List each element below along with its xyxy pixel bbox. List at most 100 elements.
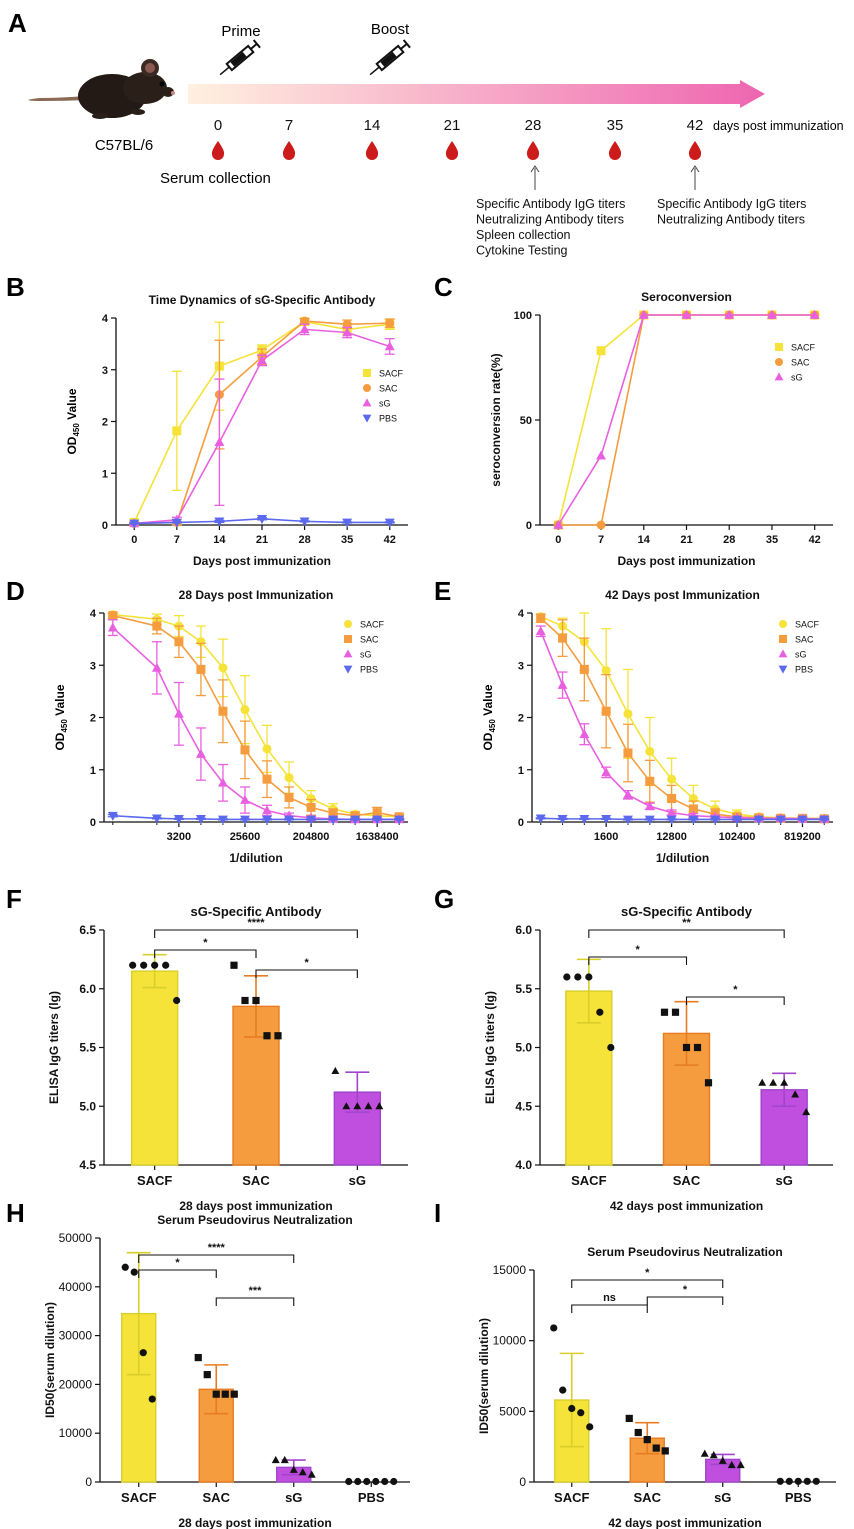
series-SAC — [535, 613, 830, 824]
data-point-SAC — [660, 1008, 669, 1016]
data-point-SACF — [585, 973, 593, 981]
panel-letter-c: C — [434, 272, 453, 302]
y-tick-label: 2 — [518, 713, 524, 725]
data-point-SACF — [623, 709, 633, 719]
day-label-7: 7 — [285, 117, 293, 134]
legend: SACF SAC sG — [774, 343, 816, 383]
x-tick-label: 204800 — [293, 831, 330, 843]
data-point-sG — [218, 777, 228, 787]
data-point-SACF — [568, 1404, 576, 1413]
x-tick-label: 819200 — [784, 831, 821, 843]
significance-bracket — [571, 1304, 648, 1313]
significance-bracket — [215, 1297, 295, 1306]
data-point-PBS — [363, 1477, 371, 1486]
significance-bracket — [154, 929, 358, 938]
x-tick-label-sG: sG — [349, 1173, 366, 1188]
data-point-PBS — [173, 815, 184, 825]
data-point-SAC — [623, 748, 633, 758]
day28-note-line: Cytokine Testing — [476, 244, 568, 258]
data-point-PBS — [218, 815, 228, 825]
data-point-PBS — [753, 815, 764, 825]
chart-title: sG-Specific Antibody — [191, 904, 323, 919]
data-point-PBS — [666, 815, 677, 825]
blood-drop-icon — [608, 141, 622, 160]
data-point-PBS — [354, 1477, 362, 1486]
data-point-sG — [299, 324, 310, 334]
blood-drop-icon — [211, 141, 225, 160]
x-tick-label: 28 — [298, 534, 310, 546]
series-PBS — [107, 811, 405, 825]
data-point-SAC — [221, 1390, 229, 1398]
data-point-sG — [271, 1455, 280, 1464]
boost-label: Boost — [371, 21, 410, 38]
y-tick-label: 1 — [102, 468, 108, 480]
data-point-SACF — [601, 665, 611, 675]
data-point-sG — [364, 1102, 373, 1110]
data-point-sG — [553, 519, 564, 529]
x-tick-label: 42 — [384, 534, 396, 546]
data-point-PBS — [803, 1477, 811, 1485]
y-tick-label: 100 — [514, 310, 532, 322]
data-point-PBS — [195, 815, 206, 825]
data-point-SACF — [121, 1263, 129, 1271]
y-tick-label: 50000 — [59, 1231, 93, 1245]
x-axis-title: 1/dilution — [229, 851, 282, 865]
x-tick-label: 35 — [766, 534, 778, 546]
data-point-sG — [579, 729, 590, 739]
data-point-sG — [767, 309, 777, 319]
series-PBS — [129, 514, 395, 529]
y-tick-label: 6.0 — [515, 923, 532, 937]
legend-label-sG: sG — [360, 650, 372, 660]
y-tick-label: 5.0 — [79, 1099, 96, 1113]
mouse-illustration — [28, 59, 175, 119]
significance-label: * — [645, 1267, 650, 1279]
data-point-SAC — [671, 1008, 680, 1016]
data-point-PBS — [151, 814, 162, 824]
blood-drop-icon — [365, 141, 379, 160]
data-point-SACF — [596, 1008, 604, 1016]
data-point-SAC — [634, 1428, 642, 1437]
x-tick-label-SACF: SACF — [554, 1490, 589, 1505]
y-axis-title: ELISA IgG titers (lg) — [483, 991, 497, 1104]
y-axis-title: OD450 Value — [481, 684, 497, 750]
day42-note-line: Neutralizing Antibody titers — [657, 213, 805, 227]
x-tick-label: 0 — [555, 534, 561, 546]
legend-marker-sG — [778, 649, 788, 658]
significance-bracket — [646, 1296, 724, 1305]
series-sG — [129, 323, 395, 528]
day28-note-line: Specific Antibody IgG titers — [476, 197, 625, 211]
data-point-SACF — [667, 774, 677, 784]
x-tick-label: 0 — [131, 534, 137, 546]
data-point-SACF — [240, 705, 250, 715]
data-point-SACF — [196, 637, 206, 647]
data-point-PBS — [129, 519, 140, 529]
y-tick-label: 3 — [518, 660, 524, 672]
data-point-PBS — [299, 517, 310, 527]
data-point-SAC — [645, 776, 655, 786]
panel-letter-b: B — [6, 272, 25, 302]
chart-title: Serum Pseudovirus Neutralization — [157, 1213, 352, 1227]
x-tick-label-sG: sG — [285, 1490, 302, 1505]
data-point-PBS — [345, 1477, 353, 1486]
x-axis-title: Days post immunization — [617, 554, 755, 568]
y-tick-label: 0 — [102, 520, 108, 532]
data-point-PBS — [797, 815, 808, 825]
data-point-SACF — [151, 961, 159, 969]
data-point-SACF — [596, 346, 606, 356]
legend-marker-SACF — [775, 343, 783, 351]
data-point-sG — [780, 1078, 789, 1086]
data-point-SAC — [385, 318, 395, 328]
legend-label-PBS: PBS — [379, 414, 397, 424]
day42-notes: Specific Antibody IgG titers Neutralizing… — [657, 197, 806, 227]
x-axis-title: 28 days post immunization — [179, 1199, 332, 1213]
y-axis-title: seroconversion rate(%) — [489, 353, 503, 486]
y-axis-title: ID50(serum dilution) — [477, 1318, 491, 1434]
data-point-SACF — [173, 996, 181, 1005]
data-point-sG — [240, 794, 250, 804]
legend-marker-sG — [774, 372, 784, 381]
serum-collection-label: Serum collection — [160, 170, 271, 187]
y-tick-label: 5.5 — [515, 982, 532, 996]
y-tick-label: 0 — [85, 1475, 92, 1489]
y-tick-label: 3 — [90, 660, 96, 672]
x-tick-label: 21 — [680, 534, 692, 546]
